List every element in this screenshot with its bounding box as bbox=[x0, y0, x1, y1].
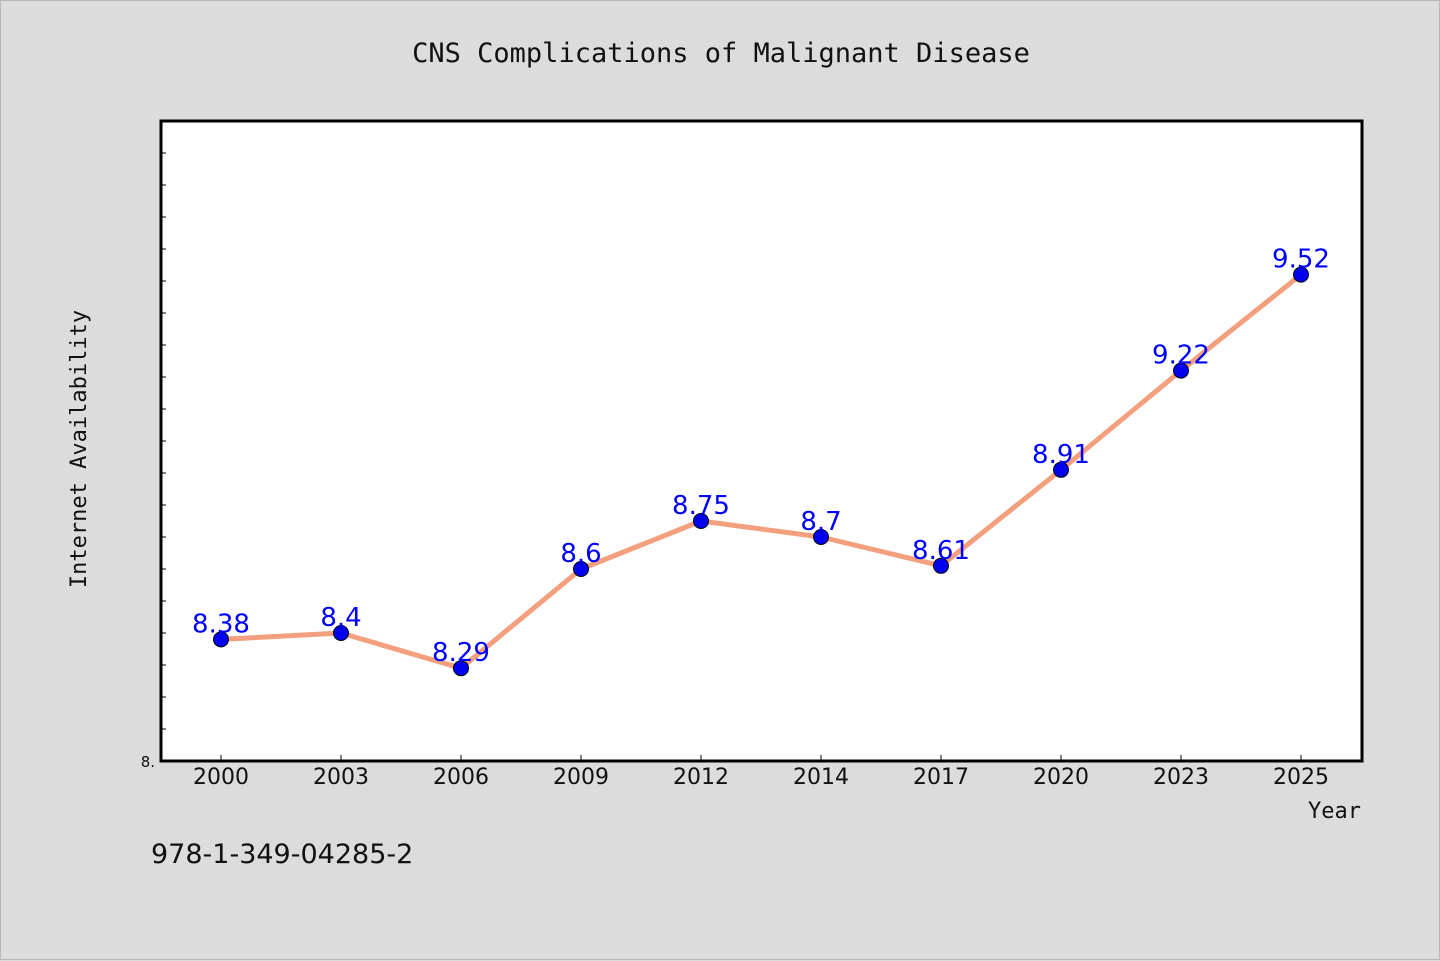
data-label: 8.4 bbox=[320, 603, 361, 633]
x-tick-label: 2006 bbox=[433, 765, 489, 790]
data-label: 9.52 bbox=[1272, 245, 1330, 275]
y-axis-ticks bbox=[161, 152, 166, 730]
data-label: 8.7 bbox=[800, 507, 841, 537]
x-tick-label: 2003 bbox=[313, 765, 369, 790]
y-axis-label: Internet Availability bbox=[67, 310, 92, 588]
x-tick-label: 2009 bbox=[553, 765, 609, 790]
data-point bbox=[453, 660, 469, 677]
plot-area bbox=[159, 119, 1364, 763]
x-tick-label: 2012 bbox=[673, 765, 729, 790]
x-tick-label: 2023 bbox=[1153, 765, 1209, 790]
data-point bbox=[933, 557, 949, 574]
x-tick-label: 2014 bbox=[793, 765, 849, 790]
chart-title: CNS Complications of Malignant Disease bbox=[412, 38, 1030, 69]
x-tick-labels: 2000 2003 2006 2009 2012 2014 2017 2020 2023 2025 bbox=[193, 765, 1329, 790]
data-point bbox=[213, 631, 229, 648]
data-point bbox=[1053, 461, 1069, 478]
data-labels: 8.38 8.4 8.29 8.6 8.75 8.7 8.61 8.91 9.22 9.52 bbox=[192, 245, 1330, 669]
data-label: 8.6 bbox=[560, 539, 601, 569]
x-axis-ticks bbox=[220, 755, 1302, 761]
data-point bbox=[573, 561, 589, 577]
x-tick-label: 2025 bbox=[1273, 765, 1329, 790]
footnote-isbn: 978-1-349-04285-2 bbox=[151, 839, 413, 870]
data-point bbox=[1293, 266, 1309, 283]
x-axis-label: Year bbox=[1308, 799, 1361, 824]
data-points bbox=[213, 266, 1309, 677]
data-point bbox=[693, 513, 709, 529]
data-label: 8.61 bbox=[912, 536, 970, 566]
data-point bbox=[813, 529, 829, 545]
y-tick-label-min: 8. bbox=[141, 753, 155, 771]
x-tick-label: 2020 bbox=[1033, 765, 1089, 790]
data-label: 8.38 bbox=[192, 609, 250, 639]
series-line bbox=[218, 272, 1304, 671]
data-label: 8.75 bbox=[672, 491, 730, 521]
data-label: 8.29 bbox=[432, 638, 490, 668]
x-tick-label: 2000 bbox=[193, 765, 249, 790]
data-label: 9.22 bbox=[1152, 341, 1210, 371]
x-tick-label: 2017 bbox=[913, 765, 969, 790]
data-label: 8.91 bbox=[1032, 440, 1090, 470]
data-point bbox=[333, 625, 349, 641]
data-point bbox=[1173, 362, 1189, 379]
